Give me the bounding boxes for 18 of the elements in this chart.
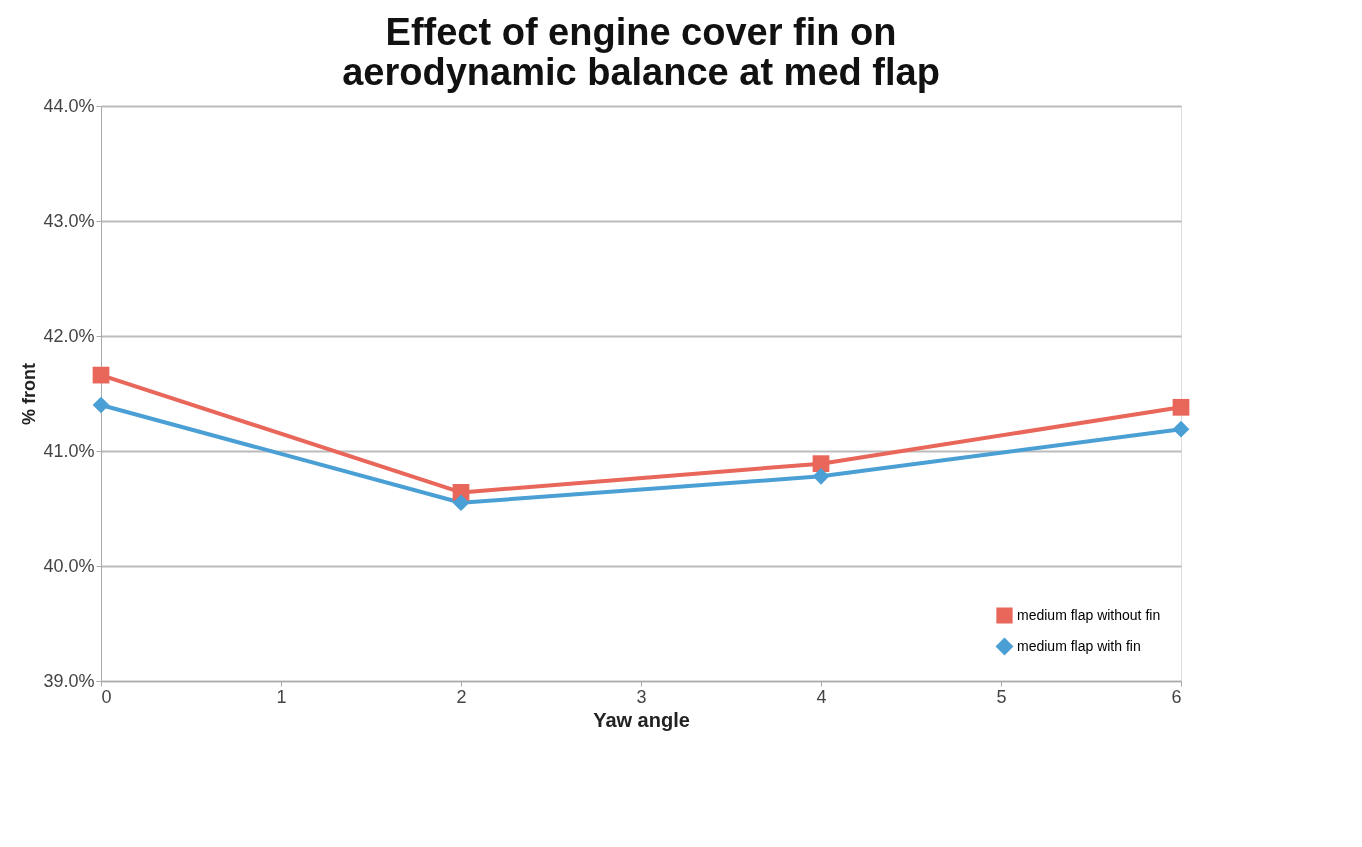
y-tick-label: 39.0% <box>43 670 95 691</box>
x-tick-label: 3 <box>636 686 647 707</box>
y-tick-label: 40.0% <box>43 555 95 576</box>
y-axis-title: % front <box>19 363 40 425</box>
x-tick-label: 4 <box>816 686 827 707</box>
y-tick-label: 43.0% <box>43 210 95 231</box>
x-axis-title: Yaw angle <box>593 708 690 731</box>
x-tick-label: 5 <box>996 686 1007 707</box>
x-tick-label: 0 <box>101 686 112 707</box>
y-tick-label: 42.0% <box>43 325 95 346</box>
y-tick-label: 41.0% <box>43 440 95 461</box>
legend-label: medium flap without fin <box>1017 606 1161 623</box>
text: Effect of engine cover fin on <box>385 11 897 53</box>
x-tick-label: 1 <box>276 686 287 707</box>
legend-label: medium flap with fin <box>1017 637 1141 654</box>
x-tick-label: 6 <box>1171 686 1182 707</box>
x-tick-label: 2 <box>456 686 467 707</box>
y-tick-label: 44.0% <box>43 95 95 116</box>
